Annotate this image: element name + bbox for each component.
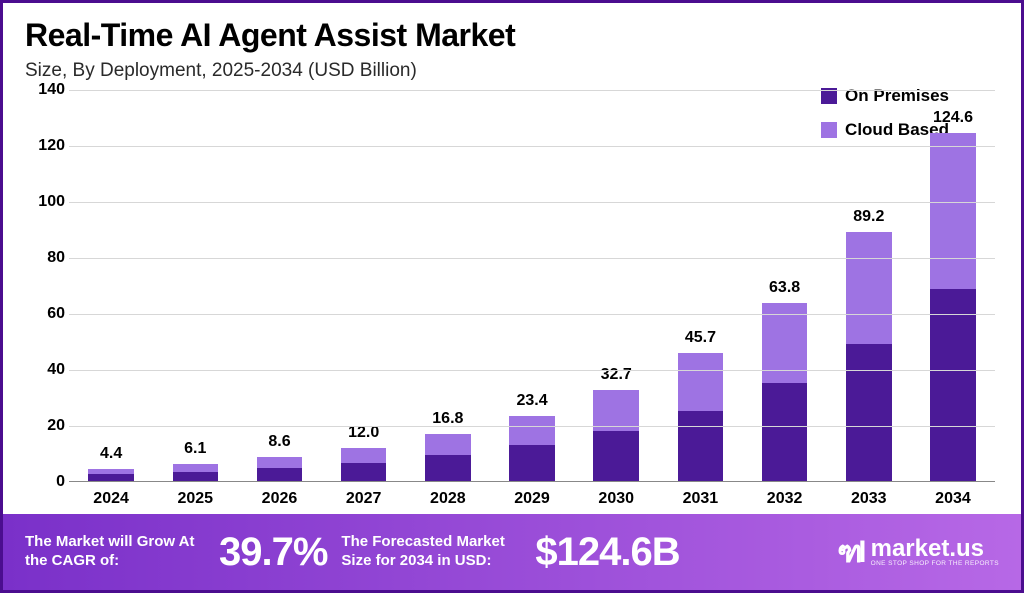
bar-segment xyxy=(846,232,891,344)
y-tick-label: 80 xyxy=(25,249,65,267)
bar-group: 4.4 6.1 8.6 12.016.8 23.4 32.7 45.7 63.8 89.2 124… xyxy=(69,90,995,482)
bar-column: 23.4 xyxy=(490,90,574,481)
bar-segment xyxy=(173,464,218,472)
bar-column: 8.6 xyxy=(237,90,321,481)
header: Real-Time AI Agent Assist Market Size, B… xyxy=(3,3,1021,86)
infographic-frame: Real-Time AI Agent Assist Market Size, B… xyxy=(0,0,1024,593)
bar-segment xyxy=(509,445,554,481)
bar-stack xyxy=(593,390,638,481)
bar-segment xyxy=(425,434,470,455)
y-tick-label: 140 xyxy=(25,81,65,99)
bar-value-label: 32.7 xyxy=(601,366,632,384)
x-tick-label: 2026 xyxy=(237,482,321,514)
bar-column: 45.7 xyxy=(658,90,742,481)
logo-name: market.us xyxy=(871,537,999,561)
page-subtitle: Size, By Deployment, 2025-2034 (USD Bill… xyxy=(25,60,999,82)
x-tick-label: 2024 xyxy=(69,482,153,514)
bar-stack xyxy=(678,353,723,481)
bar-column: 6.1 xyxy=(153,90,237,481)
x-tick-label: 2027 xyxy=(322,482,406,514)
y-tick-label: 40 xyxy=(25,361,65,379)
bar-value-label: 45.7 xyxy=(685,329,716,347)
bar-segment xyxy=(425,455,470,481)
bar-value-label: 89.2 xyxy=(853,208,884,226)
x-tick-label: 2030 xyxy=(574,482,658,514)
bar-column: 63.8 xyxy=(743,90,827,481)
bar-value-label: 8.6 xyxy=(268,433,290,451)
bar-stack xyxy=(846,232,891,481)
y-tick-label: 20 xyxy=(25,417,65,435)
gridline xyxy=(69,146,995,147)
bar-value-label: 4.4 xyxy=(100,445,122,463)
bar-column: 16.8 xyxy=(406,90,490,481)
bar-column: 12.0 xyxy=(322,90,406,481)
y-tick-label: 100 xyxy=(25,193,65,211)
bar-segment xyxy=(762,383,807,481)
bar-segment xyxy=(593,431,638,481)
gridline xyxy=(69,258,995,259)
bar-column: 4.4 xyxy=(69,90,153,481)
bar-segment xyxy=(846,344,891,481)
bar-segment xyxy=(341,448,386,463)
gridline xyxy=(69,202,995,203)
x-tick-label: 2031 xyxy=(658,482,742,514)
bar-segment xyxy=(88,474,133,481)
forecast-label: The Forecasted Market Size for 2034 in U… xyxy=(341,533,521,571)
cagr-label: The Market will Grow At the CAGR of: xyxy=(25,533,205,571)
bar-segment xyxy=(509,416,554,445)
bar-value-label: 23.4 xyxy=(516,392,547,410)
bar-value-label: 6.1 xyxy=(184,440,206,458)
bar-stack xyxy=(762,303,807,481)
x-tick-label: 2028 xyxy=(406,482,490,514)
bar-value-label: 63.8 xyxy=(769,279,800,297)
bar-segment xyxy=(257,457,302,468)
x-axis-labels: 2024202520262027202820292030203120322033… xyxy=(69,482,995,514)
bar-value-label: 124.6 xyxy=(933,109,973,127)
stacked-bar-chart: On PremisesCloud Based 4.46.18.612.016.8… xyxy=(25,86,999,514)
bar-stack xyxy=(88,469,133,481)
x-tick-label: 2025 xyxy=(153,482,237,514)
bar-stack xyxy=(930,133,975,481)
bar-stack xyxy=(173,464,218,481)
plot-region: 4.4 6.1 8.6 12.016.8 23.4 32.7 45.7 63.8 89.2 124… xyxy=(69,90,995,482)
forecast-value: $124.6B xyxy=(535,530,679,575)
bar-stack xyxy=(341,448,386,482)
bar-segment xyxy=(930,289,975,481)
x-tick-label: 2033 xyxy=(827,482,911,514)
bar-segment xyxy=(678,411,723,481)
y-tick-label: 60 xyxy=(25,305,65,323)
brand-logo: ฑl market.us ONE STOP SHOP FOR THE REPOR… xyxy=(837,529,999,576)
bar-segment xyxy=(593,390,638,431)
bar-segment xyxy=(930,133,975,289)
bar-column: 32.7 xyxy=(574,90,658,481)
cagr-value: 39.7% xyxy=(219,530,327,575)
bar-stack xyxy=(425,434,470,481)
gridline xyxy=(69,314,995,315)
bar-segment xyxy=(173,472,218,481)
y-tick-label: 0 xyxy=(25,473,65,491)
x-tick-label: 2029 xyxy=(490,482,574,514)
x-tick-label: 2034 xyxy=(911,482,995,514)
bar-column: 89.2 xyxy=(827,90,911,481)
y-tick-label: 120 xyxy=(25,137,65,155)
bar-segment xyxy=(678,353,723,410)
bar-column: 124.6 xyxy=(911,90,995,481)
gridline xyxy=(69,370,995,371)
footer-banner: The Market will Grow At the CAGR of: 39.… xyxy=(3,514,1021,590)
logo-mark-icon: ฑl xyxy=(837,529,862,576)
gridline xyxy=(69,426,995,427)
x-tick-label: 2032 xyxy=(743,482,827,514)
page-title: Real-Time AI Agent Assist Market xyxy=(25,17,999,54)
bar-segment xyxy=(341,463,386,481)
chart-area: On PremisesCloud Based 4.46.18.612.016.8… xyxy=(3,86,1021,514)
gridline xyxy=(69,90,995,91)
bar-segment xyxy=(257,468,302,481)
logo-tagline: ONE STOP SHOP FOR THE REPORTS xyxy=(871,561,999,568)
bar-stack xyxy=(257,457,302,481)
